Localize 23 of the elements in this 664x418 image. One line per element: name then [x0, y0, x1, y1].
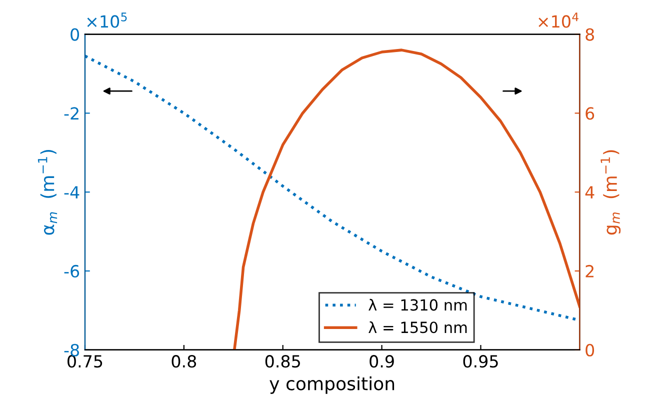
x-tick-label: 0.8 [172, 355, 196, 368]
text: ×10$^{4}$ [538, 12, 578, 28]
y-tick-label: -4 [64, 186, 80, 198]
y-tick-label: -8 [64, 344, 79, 356]
line-series [232, 48, 580, 350]
y2-tick-label: 6 [586, 107, 594, 120]
y-tick-label: 0 [70, 28, 80, 41]
text: ×10$^{5}$ [87, 12, 127, 28]
x-tick-label: 0.9 [370, 355, 394, 368]
y2-axis-title: g$_{m}$ (m$^{−1}$) [600, 150, 621, 235]
legend-label: λ = 1310 nm [368, 298, 467, 311]
x-tick-label: 0.95 [463, 355, 498, 368]
y-tick-label: -2 [64, 107, 78, 120]
y2-tick-label: 4 [585, 186, 594, 198]
y2-tick-label: 2 [586, 264, 594, 278]
y-tick-label: -6 [64, 264, 80, 278]
y2-tick-label: 8 [586, 28, 594, 41]
y-axis-title: α$_{m}$ (m$^{−1}$) [38, 150, 58, 235]
x-tick-label: 0.75 [68, 355, 102, 368]
x-axis-title: y composition [270, 376, 394, 394]
legend-label: λ = 1550 nm [368, 321, 467, 334]
x-tick-label: 0.85 [265, 355, 300, 368]
y2-tick-label: 0 [586, 344, 594, 356]
